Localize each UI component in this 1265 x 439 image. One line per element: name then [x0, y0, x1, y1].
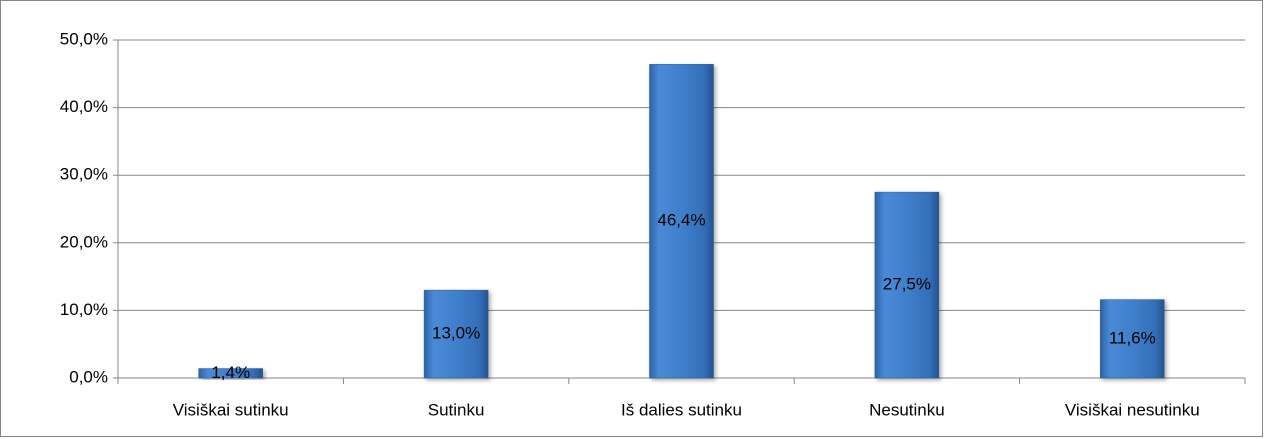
x-tick-label: Visiškai nesutinku: [1065, 400, 1200, 419]
data-label: 11,6%: [1109, 328, 1156, 347]
data-label: 27,5%: [883, 275, 931, 294]
y-tick-label: 0,0%: [69, 367, 108, 386]
x-tick-label: Visiškai sutinku: [173, 400, 289, 419]
y-tick-label: 50,0%: [60, 29, 108, 48]
bar: [423, 289, 489, 379]
x-tick-label: Iš dalies sutinku: [621, 400, 742, 419]
y-tick-label: 30,0%: [60, 165, 108, 184]
bar: [649, 64, 714, 379]
bar: [198, 368, 263, 379]
x-tick-label: Sutinku: [428, 400, 485, 419]
x-tick-label: Nesutinku: [869, 400, 945, 419]
bar: [1100, 299, 1165, 379]
y-tick-label: 20,0%: [60, 232, 108, 251]
data-label: 46,4%: [657, 211, 705, 230]
data-label: 1,4%: [211, 363, 250, 382]
y-tick-label: 10,0%: [60, 300, 108, 319]
y-tick-label: 40,0%: [60, 97, 108, 116]
bar: [874, 191, 940, 379]
data-label: 13,0%: [432, 324, 480, 343]
